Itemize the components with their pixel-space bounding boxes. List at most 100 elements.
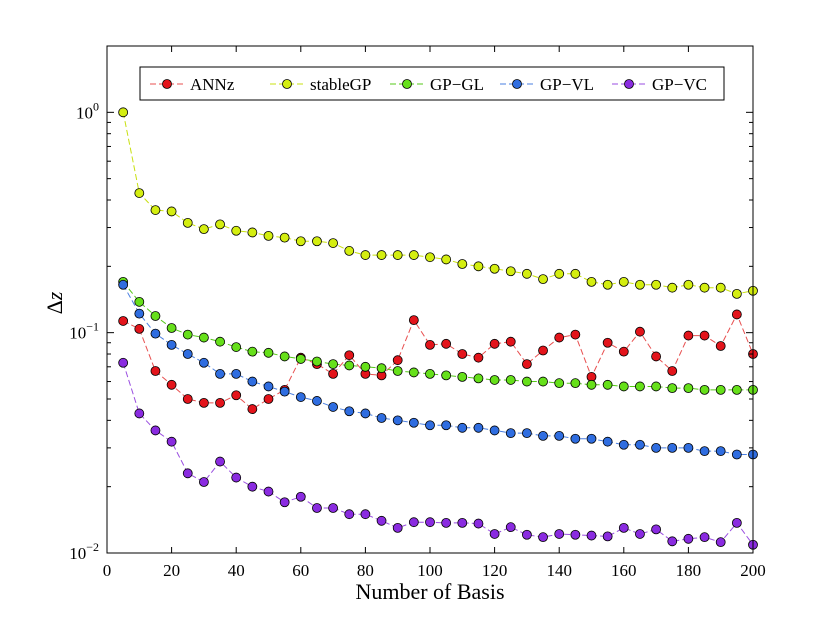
data-point-gp-vc — [408, 517, 419, 528]
data-point-gp-vc — [295, 491, 306, 502]
series-line-gp-vl — [122, 284, 753, 455]
data-point-stablegp — [489, 263, 500, 274]
data-point-gp-vc — [344, 509, 355, 520]
data-point-stablegp — [602, 279, 613, 290]
data-point-gp-vc — [538, 532, 548, 543]
data-point-stablegp — [635, 279, 645, 290]
data-point-gp-gl — [263, 347, 274, 358]
y-tick-base: 10 — [69, 544, 86, 563]
data-point-stablegp — [683, 279, 694, 290]
data-point-gp-vc — [166, 436, 177, 447]
data-point-annz — [118, 316, 129, 326]
x-tick-label: 20 — [163, 561, 180, 580]
data-point-gp-vl — [522, 428, 532, 439]
x-tick-label: 120 — [482, 561, 508, 580]
data-point-stablegp — [215, 219, 225, 230]
x-tick-label: 100 — [417, 561, 443, 580]
legend-marker-gp-gl — [402, 79, 412, 89]
data-point-gp-gl — [683, 383, 694, 394]
data-point-gp-vc — [731, 517, 742, 528]
data-point-annz — [344, 350, 355, 361]
data-point-stablegp — [408, 250, 419, 260]
series-stablegp — [118, 107, 758, 299]
data-point-gp-vc — [118, 357, 129, 368]
data-point-gp-gl — [198, 332, 209, 343]
data-point-gp-gl — [489, 375, 500, 385]
data-point-annz — [651, 351, 661, 362]
data-point-gp-gl — [312, 356, 322, 367]
data-point-gp-vc — [328, 503, 339, 513]
data-point-gp-vl — [425, 420, 435, 431]
data-point-gp-vl — [312, 396, 322, 406]
data-point-gp-vl — [731, 449, 742, 460]
data-point-annz — [618, 346, 629, 357]
data-point-annz — [198, 397, 209, 408]
data-point-annz — [134, 324, 145, 334]
data-point-stablegp — [118, 107, 129, 118]
data-point-annz — [522, 359, 532, 369]
data-point-annz — [425, 339, 435, 350]
data-point-stablegp — [312, 236, 322, 247]
data-point-gp-vl — [683, 442, 694, 453]
data-point-gp-vc — [312, 503, 322, 513]
data-point-gp-vc — [215, 456, 225, 467]
data-point-annz — [635, 326, 645, 337]
data-point-gp-gl — [134, 296, 145, 307]
data-point-stablegp — [522, 268, 532, 279]
data-point-stablegp — [731, 288, 742, 299]
data-point-stablegp — [651, 279, 661, 290]
data-point-gp-vc — [635, 529, 645, 539]
data-point-gp-vl — [538, 430, 548, 441]
series-layer — [118, 107, 758, 550]
data-point-gp-vl — [602, 436, 613, 447]
x-tick-label: 200 — [740, 561, 766, 580]
data-point-gp-gl — [635, 381, 645, 392]
x-tick-label: 40 — [228, 561, 245, 580]
legend-marker-gp-vl — [512, 79, 522, 89]
data-point-stablegp — [570, 268, 581, 279]
y-tick-exponent: 0 — [93, 99, 99, 113]
data-point-gp-gl — [651, 381, 661, 392]
legend-label-gp-vl: GP−VL — [540, 75, 594, 94]
data-point-gp-vc — [570, 529, 581, 540]
y-tick-label: 10−1 — [69, 320, 99, 343]
data-point-gp-vc — [651, 524, 661, 535]
data-point-gp-vc — [134, 408, 145, 419]
data-point-gp-gl — [457, 371, 468, 382]
legend-label-gp-gl: GP−GL — [430, 75, 484, 94]
data-point-stablegp — [263, 230, 274, 241]
data-point-gp-vl — [231, 368, 242, 379]
data-point-stablegp — [198, 224, 209, 235]
data-point-gp-gl — [441, 370, 452, 381]
data-point-stablegp — [150, 205, 161, 215]
data-point-gp-vl — [489, 425, 500, 436]
data-point-annz — [231, 390, 242, 401]
data-point-gp-vl — [328, 402, 339, 412]
data-point-annz — [441, 338, 452, 349]
y-tick-label: 100 — [76, 99, 99, 122]
data-point-gp-vl — [715, 446, 726, 457]
legend-entry-stablegp: stableGP — [270, 75, 371, 94]
x-tick-label: 160 — [611, 561, 637, 580]
data-point-gp-gl — [344, 360, 355, 371]
data-point-annz — [489, 338, 500, 349]
data-point-gp-vl — [215, 368, 225, 379]
data-point-gp-vl — [263, 381, 274, 392]
x-tick-label: 80 — [357, 561, 374, 580]
data-point-gp-vl — [360, 408, 371, 419]
data-point-annz — [408, 315, 419, 326]
data-point-gp-vc — [489, 529, 500, 539]
data-point-gp-vl — [457, 422, 468, 433]
data-point-gp-vl — [570, 433, 581, 444]
data-point-stablegp — [441, 254, 452, 265]
data-point-gp-vc — [667, 536, 678, 547]
data-point-gp-vl — [166, 339, 177, 350]
series-gp-vc — [118, 357, 758, 550]
x-axis-title: Number of Basis — [355, 579, 504, 604]
data-point-gp-gl — [473, 373, 484, 384]
data-point-gp-vc — [198, 477, 209, 487]
data-point-gp-gl — [505, 375, 516, 385]
data-point-annz — [150, 366, 161, 376]
